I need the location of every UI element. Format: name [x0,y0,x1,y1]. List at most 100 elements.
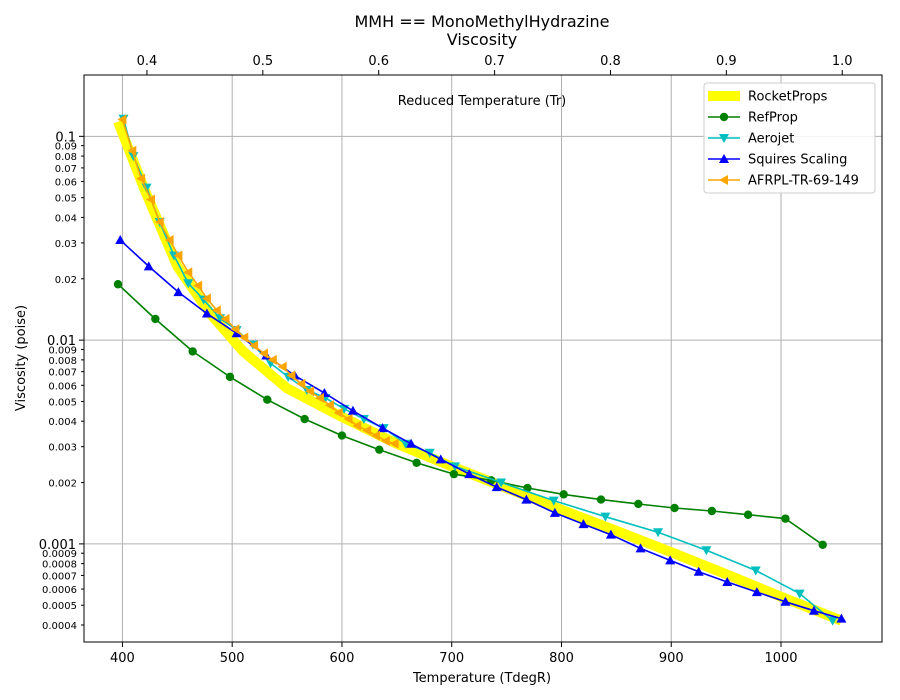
data-point [751,587,762,597]
legend-label: Squires Scaling [748,153,847,168]
data-point [225,372,235,382]
series-line [122,117,834,622]
y-tick-label: 0.001 [39,538,76,553]
y-minor-tick-label: 0.008 [48,356,77,367]
data-point [827,616,838,626]
data-point [113,280,123,289]
data-point [263,395,272,404]
data-point [389,438,399,449]
data-point [151,314,160,324]
y-minor-tick-label: 0.006 [48,381,77,392]
y-minor-tick-label: 0.009 [48,345,77,356]
x-tick-label: 500 [220,651,245,666]
data-point [201,293,211,304]
data-point [605,529,616,539]
data-point [143,261,154,271]
data-point [249,340,259,351]
data-point [347,405,358,415]
legend-label: AFRPL-TR-69-149 [748,174,859,189]
y-minor-tick-label: 0.06 [55,178,77,189]
y-minor-tick-label: 0.05 [55,194,77,205]
data-point [596,495,606,504]
data-point [549,507,560,517]
data-point [449,469,459,479]
x-tick-label: 1000 [764,651,797,666]
data-point [665,555,676,565]
top-tick-label: 0.6 [368,54,389,69]
legend-box [703,82,876,194]
y-minor-tick-label: 0.005 [48,397,77,408]
data-point [743,510,753,519]
y-minor-tick-label: 0.0008 [42,560,77,571]
data-point [358,415,369,425]
data-point [324,400,334,411]
data-point [305,386,315,397]
data-point [231,328,242,338]
data-point [183,267,193,278]
data-point [406,438,417,448]
top-tick-label: 0.9 [716,54,737,69]
y-minor-tick-label: 0.07 [55,164,77,175]
data-point [314,392,324,403]
data-point [653,528,664,538]
y-minor-tick-label: 0.002 [48,479,77,490]
data-point [634,499,643,509]
y-minor-tick-label: 0.0006 [42,585,77,596]
data-point [578,519,589,529]
data-point [600,512,611,522]
data-point [117,114,127,125]
data-point [377,423,388,433]
data-point [491,482,502,492]
data-point [370,430,380,441]
data-point [559,490,568,499]
data-point [693,566,704,576]
series-0 [113,119,844,626]
top-tick-label: 0.4 [137,54,158,69]
data-point [836,613,847,623]
x-tick-label: 700 [439,651,464,666]
data-point [173,250,183,261]
data-point [343,414,353,425]
data-point [337,431,347,440]
data-point [362,425,372,436]
x-axis: 400 500 600 700 800 900 1000 [110,642,798,666]
data-point [296,378,306,389]
data-point [670,503,679,513]
data-point [239,332,249,343]
data-point [183,279,194,289]
data-point [286,370,296,381]
y-minor-tick-label: 0.04 [55,213,77,224]
y-minor-tick-label: 0.0005 [42,601,77,612]
data-point [127,145,137,156]
data-point [277,361,287,372]
y-minor-tick-label: 0.003 [48,443,77,454]
chart-subtitle: Viscosity [447,30,517,49]
x-tick-label: 400 [110,651,135,666]
series-3 [115,234,847,623]
y-axis-label: Viscosity (poise) [14,305,29,411]
legend-marker [719,134,729,143]
data-point [164,234,174,245]
data-point [267,354,277,365]
top-tick-label: 0.7 [484,54,505,69]
legend: RocketProps RefProp Aerojet Squires Scaling… [703,82,876,194]
top-tick-label: 0.8 [600,54,621,69]
y-axis: 0.0010.010.10.00040.00050.00060.00070.00… [39,130,84,632]
data-point [701,546,712,556]
data-point [707,506,717,516]
x-tick-label: 600 [330,651,355,666]
x-axis-label: Temperature (TdegR) [412,671,551,686]
y-minor-tick-label: 0.0004 [42,621,77,632]
data-point [300,414,309,424]
data-point [380,435,390,446]
data-point [188,347,197,356]
data-point [435,454,446,464]
data-point [220,313,230,324]
plot-frame [83,74,883,643]
data-point [750,566,761,576]
data-point [412,458,421,467]
top-tick-label: 0.5 [252,54,273,69]
data-point [521,494,532,504]
data-point [259,348,269,359]
